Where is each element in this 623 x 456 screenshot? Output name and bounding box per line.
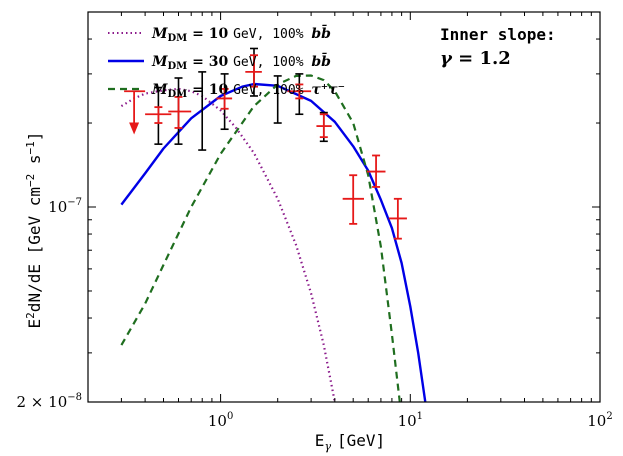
sys-point-9 bbox=[388, 197, 407, 240]
x-tick-label-1: 100 bbox=[208, 411, 233, 430]
upper-limit-arrow bbox=[129, 122, 140, 135]
plot-area bbox=[88, 12, 600, 402]
sys-point-6 bbox=[316, 113, 332, 139]
stat-point-6 bbox=[273, 75, 282, 124]
annotation-line-2: γ = 1.2 bbox=[440, 48, 511, 69]
curve-dotted bbox=[120, 87, 336, 402]
model-curves bbox=[120, 74, 427, 402]
data-points bbox=[124, 47, 407, 240]
y-tick-label-2: 2 × 10−8 bbox=[17, 392, 83, 411]
sys-point-5 bbox=[287, 83, 312, 100]
legend-entry-1: MDM = 10 GeV, 100% bb̄ bbox=[151, 23, 331, 44]
x-axis-label: Eγ [GeV] bbox=[315, 431, 385, 453]
sys-point-8 bbox=[366, 154, 386, 188]
sys-point-2 bbox=[168, 96, 192, 129]
stat-point-3 bbox=[198, 71, 207, 151]
y-axis-label: E2dN/dE [GeV cm−2 s−1] bbox=[24, 132, 44, 329]
sys-point-4 bbox=[245, 54, 262, 88]
plot-background bbox=[88, 12, 600, 402]
legend-entry-2: MDM = 30 GeV, 100% bb̄ bbox=[151, 51, 331, 72]
curve-dashed bbox=[120, 74, 401, 402]
sys-point-1 bbox=[145, 106, 172, 124]
y-tick-label-1: 10−7 bbox=[48, 197, 82, 216]
curve-solid bbox=[120, 82, 427, 402]
x-tick-label-3: 102 bbox=[587, 411, 612, 430]
legend-entry-3: MDM = 10 GeV, 100% τ⁺τ⁻ bbox=[151, 82, 345, 100]
x-tick-label-2: 101 bbox=[398, 411, 423, 430]
sys-point-3 bbox=[216, 88, 233, 110]
annotation-line-1: Inner slope: bbox=[440, 25, 556, 44]
upper-limit-point-1 bbox=[124, 90, 146, 135]
legend: MDM = 10 GeV, 100% bb̄ MDM = 30 GeV, 100… bbox=[108, 23, 345, 100]
sys-point-7 bbox=[342, 174, 364, 225]
axis-ticks: 100 101 102 10−7 2 × 10−8 bbox=[17, 11, 613, 430]
